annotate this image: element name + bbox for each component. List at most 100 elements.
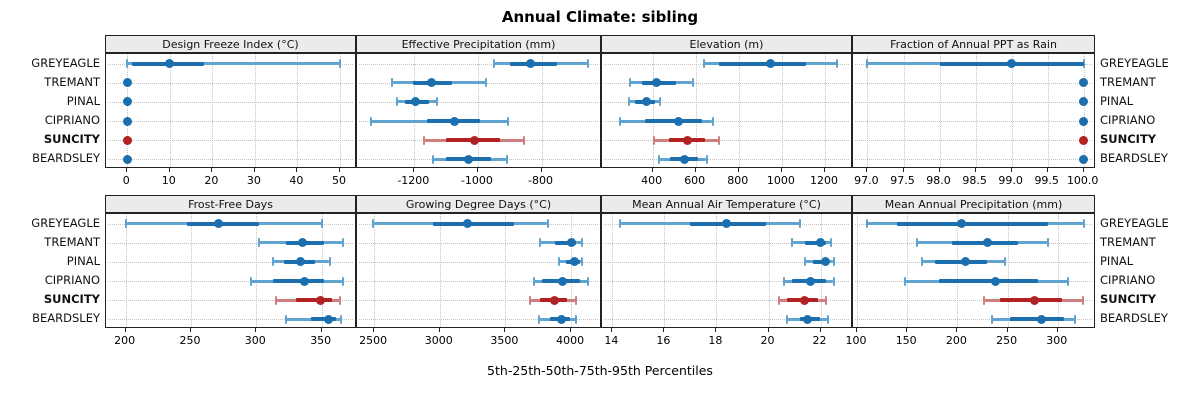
station-label-beardsley: BEARDSLEY <box>1100 151 1168 166</box>
whisker-cap <box>274 295 277 305</box>
axis-frost-free-days: 200 250 300 350 <box>105 328 356 350</box>
gridline-vertical <box>254 54 256 167</box>
gridline-row <box>108 319 353 321</box>
gridline-vertical <box>505 214 507 327</box>
gridline-vertical <box>1057 214 1059 327</box>
median-dot <box>122 78 132 88</box>
whisker-cap <box>586 59 589 69</box>
whisker-cap <box>432 154 435 164</box>
band-25-75 <box>645 119 702 124</box>
gridline-vertical <box>1007 214 1009 327</box>
whisker-cap <box>258 238 260 248</box>
median-dot <box>821 257 831 267</box>
gridline-vertical <box>374 214 376 327</box>
median-dot <box>463 154 473 164</box>
axis-tick-label: 0 <box>122 174 130 187</box>
axis-tick-label: 600 <box>684 174 706 187</box>
whisker-cap <box>629 78 632 88</box>
whisker-cap <box>711 116 714 126</box>
axis-tick-label: 99.0 <box>998 174 1023 187</box>
gridline-row <box>108 101 353 103</box>
median-dot <box>983 238 993 248</box>
median-dot <box>765 59 775 69</box>
whisker-cap <box>557 257 560 267</box>
gridline-vertical <box>695 54 697 167</box>
whisker-cap <box>1081 295 1084 305</box>
median-dot <box>800 295 810 305</box>
axis-tick-label: 100.0 <box>1066 174 1099 187</box>
gridline-vertical <box>857 214 858 327</box>
station-label-greyeagle: GREYEAGLE <box>31 215 100 230</box>
whisker-cap <box>546 219 549 229</box>
axis-fraction-of-annual-ppt-as-rain: 97.0 97.5 98.0 98.5 99.0 99.5 100.0 <box>852 168 1098 190</box>
axis-tick <box>1046 168 1048 172</box>
station-label-suncity: SUNCITY <box>1100 132 1157 147</box>
whisker-cap <box>691 78 694 88</box>
axis-tick <box>906 328 908 332</box>
gridline-vertical <box>169 54 171 167</box>
panel-effective-precipitation-mm <box>356 53 601 168</box>
gridline-row <box>604 281 849 283</box>
strip-mean-annual-precipitation-mm: Mean Annual Precipitation (mm) <box>852 195 1095 213</box>
median-dot <box>961 257 970 267</box>
gridline-vertical <box>439 214 441 327</box>
panel-growing-degree-days-c <box>356 213 601 328</box>
gridline-vertical <box>664 214 666 327</box>
median-dot <box>525 59 535 69</box>
station-label-suncity: SUNCITY <box>1100 292 1157 307</box>
panel-mean-annual-precipitation-mm <box>852 213 1095 328</box>
whisker-cap <box>574 295 577 305</box>
band-25-75 <box>897 221 1048 226</box>
station-label-pinal: PINAL <box>1100 93 1134 108</box>
median-dot <box>315 295 325 305</box>
whisker-cap <box>435 97 438 107</box>
axis-tick-label: 18 <box>708 334 723 347</box>
whisker-cap <box>1082 59 1085 69</box>
strip-label: Mean Annual Precipitation (mm) <box>884 197 1063 211</box>
axis-tick <box>296 168 298 172</box>
axis-tick <box>824 168 825 172</box>
gridline-row <box>108 242 353 244</box>
gridline-row <box>604 140 849 142</box>
station-label-pinal: PINAL <box>66 253 100 268</box>
whisker-cap <box>777 295 780 305</box>
axis-tick-label: -1200 <box>397 174 430 187</box>
axis-tick <box>126 168 128 172</box>
gridline-vertical <box>414 54 416 167</box>
axis-tick-label: 250 <box>179 334 201 347</box>
panel-design-freeze-index-c <box>105 53 356 168</box>
station-label-pinal: PINAL <box>66 93 100 108</box>
whisker-cap <box>391 78 393 88</box>
axis-tick-label: -800 <box>528 174 553 187</box>
median-dot <box>449 116 459 126</box>
band-25-75 <box>804 240 826 245</box>
whisker-cap <box>904 276 907 286</box>
axis-tick-label: 97.5 <box>890 174 915 187</box>
whisker-cap <box>1066 276 1069 286</box>
whisker-cap <box>718 135 720 145</box>
median-dot <box>558 276 568 286</box>
gridline-vertical <box>907 214 909 327</box>
median-dot <box>566 238 576 248</box>
gridline-vertical <box>975 54 977 167</box>
median-dot <box>1037 314 1047 324</box>
median-dot <box>1079 135 1089 145</box>
gridline-vertical <box>612 214 614 327</box>
median-dot <box>470 135 480 145</box>
station-label-beardsley: BEARDSLEY <box>32 311 100 326</box>
axis-tick-label: 16 <box>656 334 671 347</box>
axis-tick-label: 50 <box>332 174 346 187</box>
strip-label: Elevation (m) <box>689 37 764 51</box>
axis-tick-label: 150 <box>895 334 917 347</box>
gridline-row <box>604 121 849 123</box>
axis-tick-label: 98.0 <box>926 174 951 187</box>
axis-elevation-m: 400 600 800 1000 1200 <box>601 168 852 190</box>
axis-tick-label: 98.5 <box>962 174 987 187</box>
axis-tick <box>476 168 478 172</box>
gridline-row <box>108 121 353 123</box>
axis-tick <box>253 168 255 172</box>
strip-label: Mean Annual Air Temperature (°C) <box>632 197 821 211</box>
axis-tick <box>211 168 213 172</box>
whisker-cap <box>829 238 832 248</box>
axis-tick <box>504 328 506 332</box>
